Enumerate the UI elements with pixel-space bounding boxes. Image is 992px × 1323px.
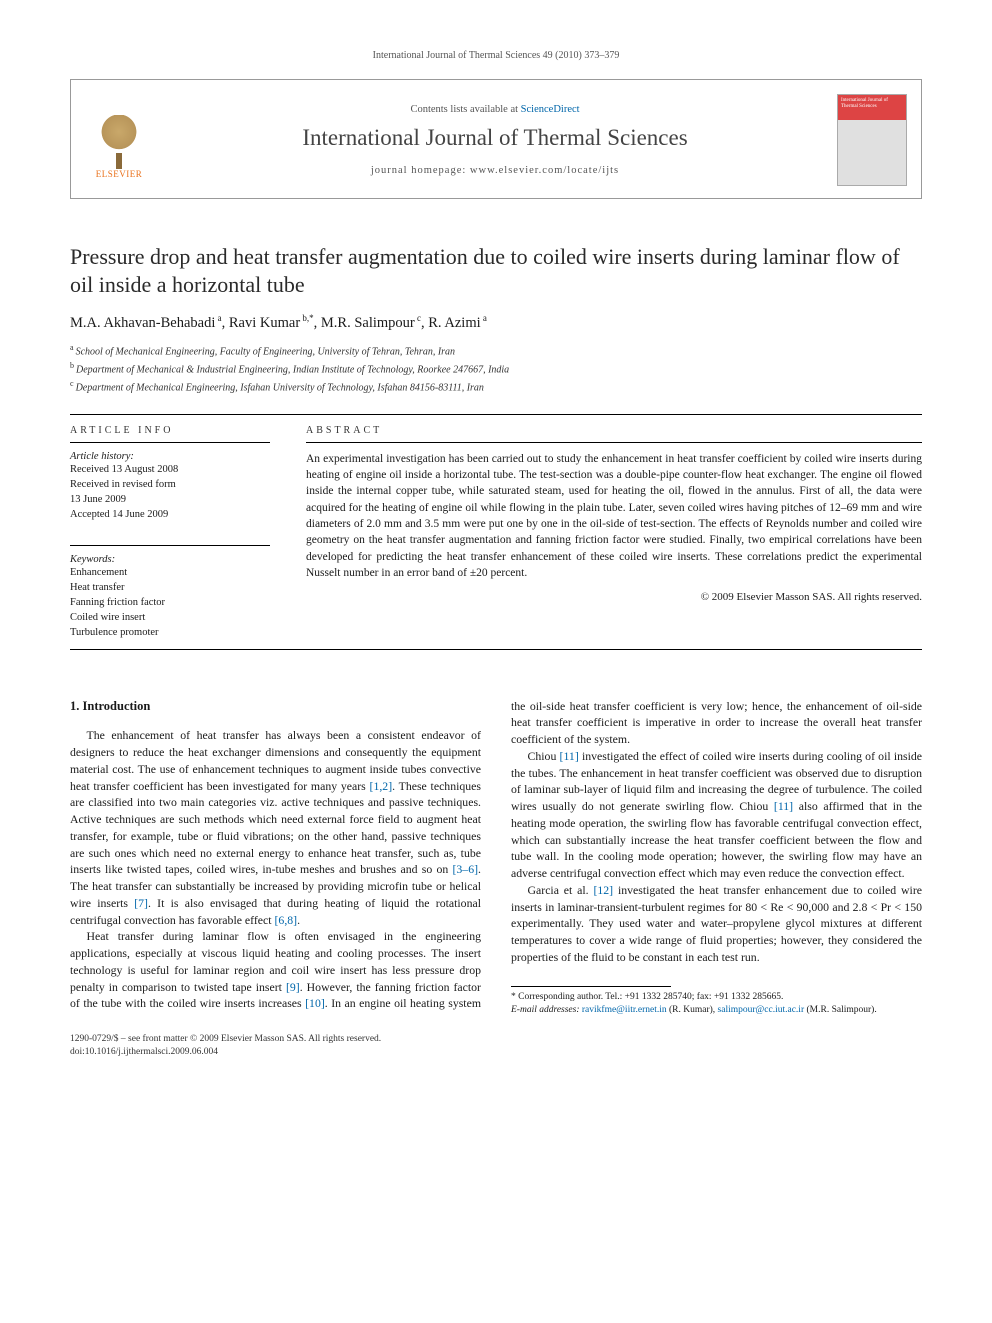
article-history: Received 13 August 2008Received in revis… [70,462,270,523]
keywords-list: EnhancementHeat transferFanning friction… [70,565,270,641]
ref-link-3-6[interactable]: [3–6] [452,862,478,876]
abstract-heading: ABSTRACT [306,425,922,436]
email-link-1[interactable]: ravikfme@iitr.ernet.in [582,1005,667,1015]
cover-title-text: International Journal of Thermal Science… [841,98,888,109]
email-name-2: (M.R. Salimpour). [804,1005,877,1015]
history-line: Accepted 14 June 2009 [70,507,270,522]
affiliations: aSchool of Mechanical Engineering, Facul… [70,342,922,395]
author-affil-mark: c [415,313,421,323]
author: M.A. Akhavan-Behabadi a [70,315,222,331]
abstract-column: ABSTRACT An experimental investigation h… [306,425,922,641]
section-1-heading: 1. Introduction [70,698,481,716]
intro-paragraph-3: Chiou [11] investigated the effect of co… [511,748,922,882]
running-head: International Journal of Thermal Science… [70,50,922,61]
contents-available-line: Contents lists available at ScienceDirec… [167,104,823,115]
history-line: 13 June 2009 [70,492,270,507]
journal-homepage-line: journal homepage: www.elsevier.com/locat… [167,165,823,176]
ref-link-11b[interactable]: [11] [774,799,793,813]
email-addresses-label: E-mail addresses: [511,1005,580,1015]
divider-rule [70,649,922,650]
affiliation-mark: a [70,343,76,352]
body-two-column: 1. Introduction The enhancement of heat … [70,698,922,1018]
email-name-1: (R. Kumar), [667,1005,718,1015]
affiliation-mark: b [70,361,76,370]
keywords-label: Keywords: [70,554,270,565]
keyword: Enhancement [70,565,270,580]
keyword: Heat transfer [70,580,270,595]
keyword: Turbulence promoter [70,625,270,640]
ref-link-1-2[interactable]: [1,2] [370,779,393,793]
history-line: Received in revised form [70,477,270,492]
p1-text-b: . These techniques are classified into t… [70,779,481,877]
elsevier-tree-icon [97,115,141,163]
affiliation-mark: c [70,379,76,388]
author: M.R. Salimpour c [321,315,421,331]
abstract-text: An experimental investigation has been c… [306,451,922,582]
author-list: M.A. Akhavan-Behabadi a, Ravi Kumar b,*,… [70,313,922,332]
p4-text-a: Garcia et al. [528,883,594,897]
ref-link-10[interactable]: [10] [305,996,325,1010]
author-affil-mark: a [481,313,487,323]
article-history-label: Article history: [70,451,270,462]
author-affil-mark: a [215,313,221,323]
p1-text-e: . [297,913,300,927]
contents-prefix: Contents lists available at [410,104,520,115]
author-affil-mark: b,* [300,313,314,323]
corr-author-line: * Corresponding author. Tel.: +91 1332 2… [511,992,783,1002]
homepage-prefix: journal homepage: [371,165,470,176]
ref-link-9[interactable]: [9] [286,980,300,994]
homepage-url: www.elsevier.com/locate/ijts [470,165,619,176]
affiliation-line: cDepartment of Mechanical Engineering, I… [70,378,922,396]
p3-text-a: Chiou [528,749,560,763]
abstract-copyright: © 2009 Elsevier Masson SAS. All rights r… [306,591,922,603]
author: R. Azimi a [428,315,487,331]
front-matter-footer: 1290-0729/$ – see front matter © 2009 El… [70,1033,922,1060]
article-info-column: ARTICLE INFO Article history: Received 1… [70,425,270,641]
divider-rule [70,414,922,415]
ref-link-11a[interactable]: [11] [560,749,579,763]
ref-link-12[interactable]: [12] [593,883,613,897]
keyword: Fanning friction factor [70,595,270,610]
history-line: Received 13 August 2008 [70,462,270,477]
journal-cover-thumbnail: International Journal of Thermal Science… [837,94,907,186]
journal-masthead: ELSEVIER Contents lists available at Sci… [70,79,922,199]
affiliation-line: bDepartment of Mechanical & Industrial E… [70,360,922,378]
article-info-heading: ARTICLE INFO [70,425,270,436]
corresponding-author-footnote: * Corresponding author. Tel.: +91 1332 2… [511,991,922,1018]
article-title: Pressure drop and heat transfer augmenta… [70,243,922,299]
journal-name: International Journal of Thermal Science… [167,125,823,151]
issn-copyright-line: 1290-0729/$ – see front matter © 2009 El… [70,1033,922,1046]
ref-link-7[interactable]: [7] [134,896,148,910]
ref-link-6-8[interactable]: [6,8] [275,913,298,927]
author: Ravi Kumar b,* [229,315,314,331]
publisher-name: ELSEVIER [96,169,143,179]
affiliation-line: aSchool of Mechanical Engineering, Facul… [70,342,922,360]
keyword: Coiled wire insert [70,610,270,625]
intro-paragraph-1: The enhancement of heat transfer has alw… [70,727,481,928]
doi-line: doi:10.1016/j.ijthermalsci.2009.06.004 [70,1046,922,1059]
email-link-2[interactable]: salimpour@cc.iut.ac.ir [718,1005,805,1015]
sciencedirect-link[interactable]: ScienceDirect [521,104,580,115]
publisher-logo: ELSEVIER [85,101,153,179]
intro-paragraph-4: Garcia et al. [12] investigated the heat… [511,882,922,966]
